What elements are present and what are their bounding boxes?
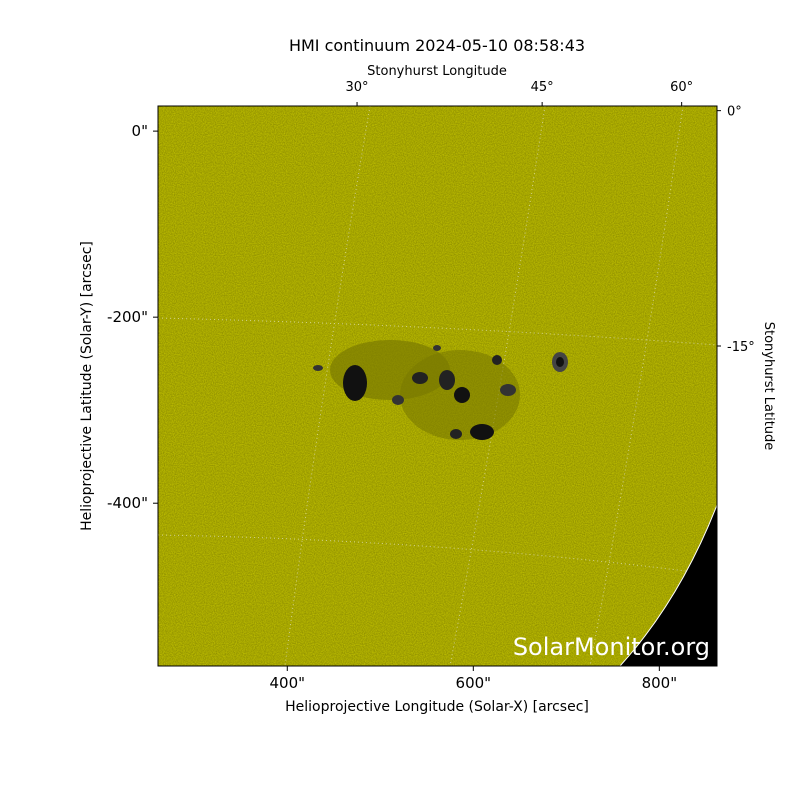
y-tick-label: 0" <box>132 122 148 140</box>
top-axis-label: Stonyhurst Longitude <box>367 64 507 79</box>
y-tick-label: -400" <box>107 494 148 512</box>
top-tick-label: 60° <box>670 80 693 95</box>
x-tick-label: 800" <box>642 674 678 692</box>
right-tick-label: -15° <box>727 340 755 355</box>
frame <box>157 105 718 667</box>
y-tick-label: -200" <box>107 308 148 326</box>
y-axis-label: Helioprojective Latitude (Solar-Y) [arcs… <box>79 241 95 531</box>
top-tick-label: 30° <box>346 80 369 95</box>
right-axis-label: Stonyhurst Latitude <box>761 322 776 451</box>
right-tick-label: 0° <box>727 105 742 120</box>
x-tick-label: 400" <box>270 674 306 692</box>
grid <box>158 106 717 666</box>
watermark: SolarMonitor.org <box>513 633 710 661</box>
image: SolarMonitor.org <box>158 106 717 666</box>
sunspots <box>313 340 568 440</box>
top-tick-label: 45° <box>531 80 554 95</box>
x-axis-label: Helioprojective Longitude (Solar-X) [arc… <box>285 699 589 715</box>
x-tick-label: 600" <box>456 674 492 692</box>
chart-title: HMI continuum 2024-05-10 08:58:43 <box>289 36 585 55</box>
